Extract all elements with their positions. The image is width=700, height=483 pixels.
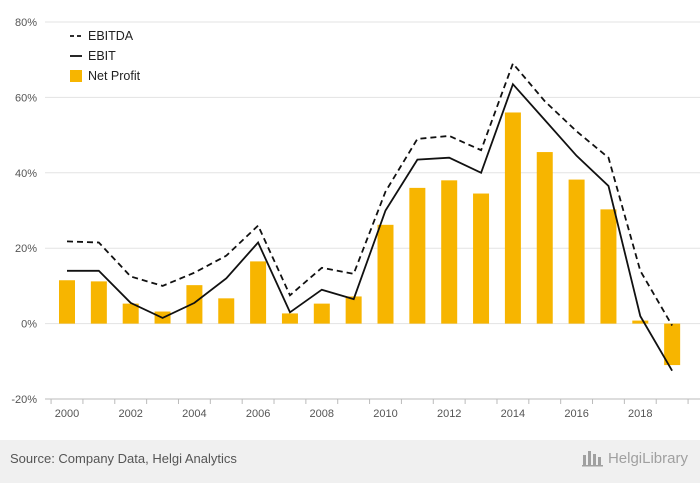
net-profit-bar	[473, 193, 490, 324]
x-tick-label: 2008	[310, 408, 334, 420]
grid-lines	[45, 21, 700, 325]
x-tick-label: 2010	[373, 408, 397, 420]
y-tick-label: 60%	[15, 92, 37, 104]
x-tick-label: 2006	[246, 408, 270, 420]
net-profit-bar	[90, 281, 107, 324]
y-axis-labels: 80% 60% 40% 20% 0% -20%	[11, 17, 37, 406]
legend: EBITDA EBIT Net Profit	[70, 29, 141, 83]
net-profit-bar	[313, 303, 330, 324]
net-profit-bar	[536, 152, 553, 324]
net-profit-bar	[281, 313, 298, 324]
net-profit-bar	[186, 285, 203, 324]
x-tick-label: 2000	[55, 408, 79, 420]
x-tick-label: 2016	[564, 408, 588, 420]
brand-logo: HelgiLibrary	[581, 449, 688, 467]
net-profit-bar	[250, 261, 267, 324]
legend-label-net-profit: Net Profit	[88, 69, 141, 83]
y-tick-label: 40%	[15, 168, 37, 180]
footer: Source: Company Data, Helgi Analytics He…	[0, 440, 700, 483]
source-note: Source: Company Data, Helgi Analytics	[10, 451, 237, 466]
net-profit-bar	[441, 180, 458, 324]
x-tick-label: 2018	[628, 408, 652, 420]
x-axis-labels: 2000 2002 2004 2006 2008 2010 2012 2014 2016 2018	[55, 408, 653, 420]
ebit-line	[67, 82, 673, 372]
y-tick-label: 80%	[15, 17, 37, 29]
y-tick-label: 20%	[15, 243, 37, 255]
building-icon	[581, 451, 603, 467]
legend-label-ebit: EBIT	[88, 49, 116, 63]
net-profit-bar	[59, 280, 75, 324]
legend-swatch-net-profit	[70, 70, 82, 82]
x-tick-label: 2014	[501, 408, 525, 420]
x-tick-label: 2004	[182, 408, 206, 420]
y-tick-label: -20%	[11, 394, 37, 406]
ebitda-line	[66, 61, 673, 326]
x-tick-label: 2002	[118, 408, 142, 420]
x-axis-ticks	[50, 399, 689, 404]
net-profit-bar	[568, 179, 585, 324]
brand-name: HelgiLibrary	[607, 449, 688, 467]
net-profit-bar	[218, 298, 235, 324]
net-profit-bar	[504, 112, 521, 324]
net-profit-bars	[59, 112, 681, 366]
net-profit-bar	[664, 323, 681, 366]
net-profit-bar	[632, 320, 649, 324]
net-profit-bar	[122, 303, 139, 324]
x-tick-label: 2012	[437, 408, 461, 420]
net-profit-bar	[377, 224, 394, 324]
legend-label-ebitda: EBITDA	[88, 29, 134, 43]
net-profit-bar	[345, 296, 362, 324]
net-profit-bar	[600, 209, 617, 324]
chart: 80%60%40%20%0%-20% 2000 2002 2004 2006 2008 2…	[11, 17, 700, 420]
net-profit-bar	[409, 187, 426, 324]
y-tick-label: 0%	[21, 319, 37, 331]
